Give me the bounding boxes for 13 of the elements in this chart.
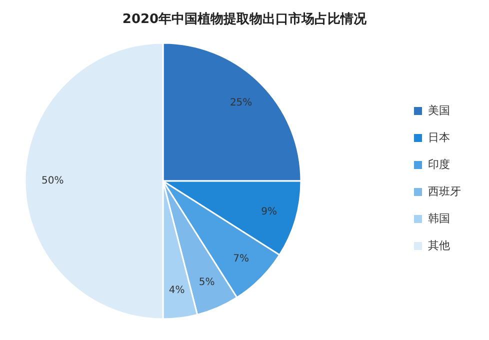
- legend-label: 日本: [428, 130, 450, 146]
- data-label: 7%: [233, 254, 249, 265]
- data-label: 25%: [230, 97, 252, 108]
- data-label: 4%: [168, 285, 185, 296]
- data-label: 50%: [41, 176, 64, 186]
- legend-label: 印度: [428, 157, 450, 173]
- legend-label: 其他: [428, 238, 450, 254]
- data-label: 9%: [261, 206, 277, 218]
- legend-label: 西班牙: [428, 184, 461, 200]
- legend-label: 韩国: [428, 211, 450, 227]
- data-label: 5%: [198, 276, 215, 288]
- legend-label: 美国: [428, 103, 450, 119]
- chart-title: 2020年中国植物提取物出口市场占比情况: [121, 10, 368, 28]
